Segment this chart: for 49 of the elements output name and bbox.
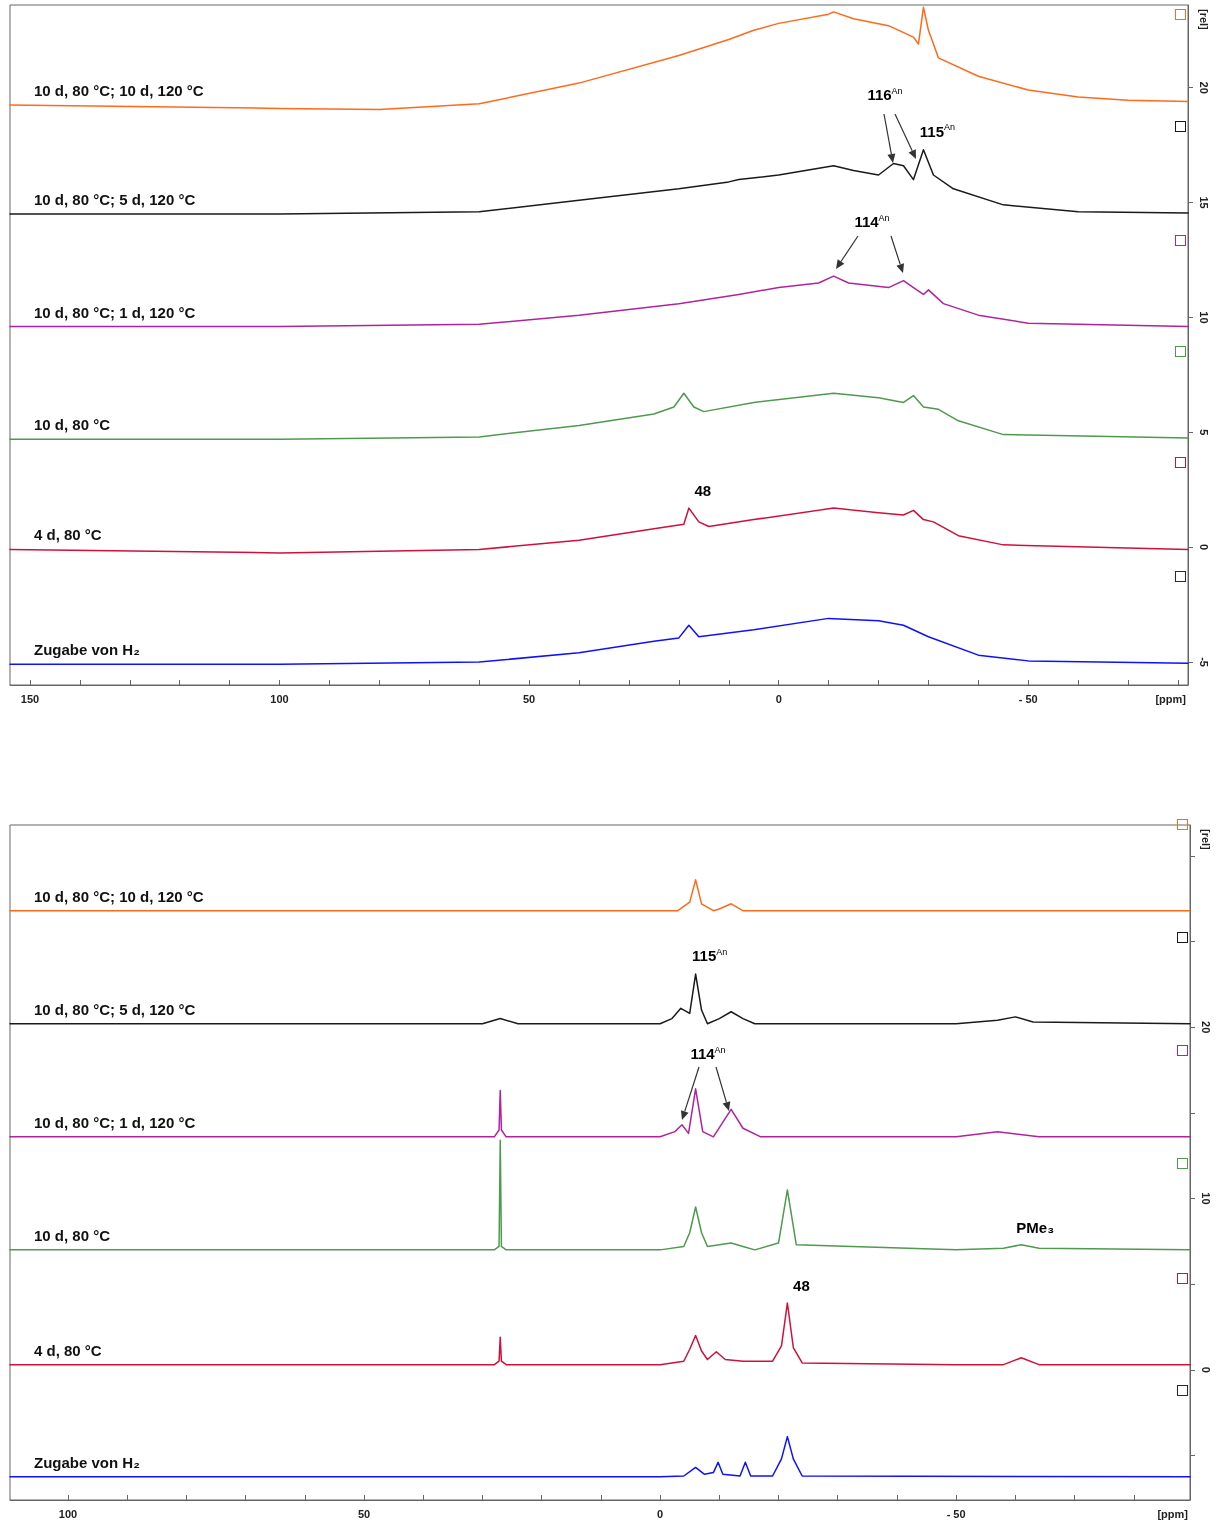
series-label: 10 d, 80 °C; 10 d, 120 °C [34,81,204,99]
series-label: Zugabe von H₂ [34,641,140,659]
series-label: 10 d, 80 °C; 5 d, 120 °C [34,191,196,209]
line-series [9,1435,1191,1478]
y-axis-title: [rel] [1198,9,1210,31]
line-series [9,392,1189,440]
y-tick-label: -5 [1197,657,1210,667]
line-series [9,1302,1191,1366]
y-tick-label: 5 [1197,429,1210,436]
series-label: 10 d, 80 °C; 5 d, 120 °C [34,1000,196,1018]
y-tick-label: 20 [1199,1021,1212,1034]
x-tick-label: 50 [357,1507,371,1520]
annotation: 48 [694,482,712,500]
x-tick-label: 0 [775,692,782,705]
y-tick-label: 10 [1197,311,1210,324]
series-label: 10 d, 80 °C; 10 d, 120 °C [34,887,204,905]
x-tick-label: 150 [20,692,40,705]
x-axis-title: [ppm] [1157,1507,1189,1520]
y-tick-label: 10 [1199,1192,1212,1205]
x-tick-label: - 50 [946,1507,966,1520]
x-tick-label: 0 [657,1507,664,1520]
x-tick-label: 50 [522,692,536,705]
line-series [9,507,1189,554]
line-series [9,1088,1191,1138]
y-tick-label: 0 [1199,1366,1212,1373]
line-series [9,148,1189,215]
series-label: Zugabe von H₂ [34,1453,140,1471]
series-label: 10 d, 80 °C; 1 d, 120 °C [34,1113,196,1131]
y-tick-label: 0 [1197,544,1210,551]
line-series [9,879,1191,912]
x-axis-title: [ppm] [1155,692,1187,705]
y-axis-title: [rel] [1200,829,1212,851]
series-label: 10 d, 80 °C; 1 d, 120 °C [34,303,196,321]
series-label: 10 d, 80 °C [34,1226,111,1244]
x-tick-label: 100 [58,1507,78,1520]
series-label: 4 d, 80 °C [34,1341,102,1359]
line-series [9,1139,1191,1251]
y-tick-label: 15 [1197,196,1210,209]
line-series [9,973,1191,1025]
line-series [9,6,1189,111]
series-label: 10 d, 80 °C [34,416,111,434]
annotation: PMe₃ [1016,1218,1055,1236]
line-series [9,275,1189,328]
line-series [9,617,1189,666]
x-tick-label: - 50 [1018,692,1038,705]
series-label: 4 d, 80 °C [34,526,102,544]
annotation: 48 [793,1276,810,1294]
y-tick-label: 20 [1197,81,1210,94]
x-tick-label: 100 [270,692,289,705]
